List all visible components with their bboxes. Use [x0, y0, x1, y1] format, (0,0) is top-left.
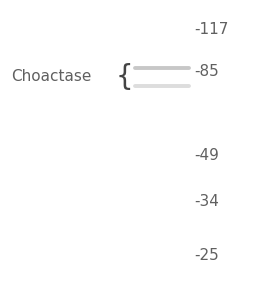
Text: Choactase: Choactase [11, 69, 91, 84]
Text: -25: -25 [194, 248, 219, 262]
Text: -117: -117 [194, 22, 229, 38]
Text: -85: -85 [194, 64, 219, 80]
Text: {: { [115, 62, 133, 91]
Text: -49: -49 [194, 148, 219, 164]
Text: -34: -34 [194, 194, 219, 208]
